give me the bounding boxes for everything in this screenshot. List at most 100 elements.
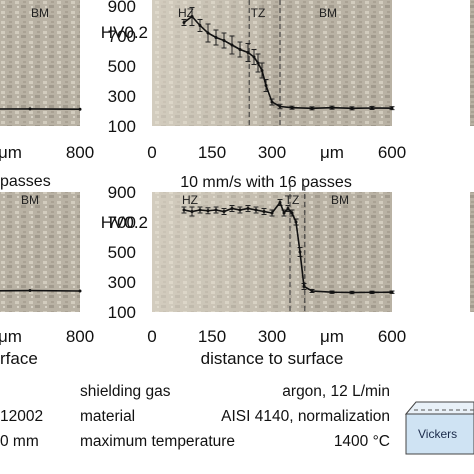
title-fragment-top-left: passes — [0, 173, 51, 190]
zone-label: BM — [31, 6, 49, 20]
data-point — [256, 61, 260, 65]
data-point — [198, 208, 202, 212]
y-tick-label: 300 — [108, 273, 136, 292]
data-point — [230, 207, 234, 210]
data-point — [198, 24, 202, 27]
data-point — [246, 51, 250, 54]
y-tick-label: 900 — [108, 0, 136, 16]
info-prefix: 12002 — [0, 408, 43, 425]
micrograph-background — [0, 192, 80, 312]
y-tick-label: 100 — [108, 303, 136, 322]
info-key: material — [80, 408, 135, 425]
micrograph-background-right-top — [470, 0, 474, 126]
micrograph-background-right-bottom — [470, 192, 474, 312]
x-tick-label: 300 — [258, 327, 286, 346]
data-point — [286, 207, 290, 210]
data-point — [330, 290, 334, 294]
micrograph-background — [0, 0, 80, 126]
data-point — [260, 69, 264, 72]
zone-label: BM — [331, 193, 349, 207]
y-axis-label: HV0.2 — [101, 213, 148, 232]
x-tick-label: 600 — [378, 143, 406, 162]
chart-bottom-left: BM μm 800 — [0, 192, 94, 346]
info-value: 1400 °C — [334, 433, 390, 450]
data-point — [302, 285, 306, 288]
data-point — [290, 211, 294, 215]
data-point — [222, 210, 226, 213]
zone-label: TZ — [285, 193, 300, 207]
data-point — [214, 208, 218, 212]
data-point — [370, 106, 374, 110]
y-tick-label: 700 — [108, 27, 136, 46]
specimen-top-face — [404, 401, 474, 415]
data-point — [254, 208, 258, 212]
info-prefix: 0 mm — [0, 433, 39, 450]
data-point — [230, 43, 234, 47]
data-point — [222, 39, 226, 42]
data-point — [390, 290, 394, 294]
data-point — [278, 105, 282, 108]
data-point — [270, 100, 274, 104]
hardness-line — [0, 289, 81, 292]
hardened-zone-overlay — [152, 0, 262, 126]
data-point — [282, 211, 286, 215]
data-point — [190, 15, 194, 18]
data-point — [370, 290, 374, 294]
x-tick-label: 150 — [198, 143, 226, 162]
data-point — [214, 36, 218, 39]
data-point — [264, 84, 268, 87]
data-point — [182, 208, 186, 212]
data-point — [270, 211, 274, 215]
info-key: maximum temperature — [80, 433, 235, 450]
data-point — [262, 210, 266, 213]
xlabel-fragment-bottom-left: rface — [0, 349, 38, 368]
y-axis-label: HV0.2 — [101, 23, 148, 42]
data-point — [330, 106, 334, 110]
zone-label: TZ — [251, 6, 266, 20]
x-tick-label: μm — [320, 327, 344, 346]
data-point — [206, 209, 210, 213]
hardness-line — [0, 108, 81, 110]
vickers-schematic: Vickers — [404, 401, 474, 455]
zone-label: HZ — [178, 6, 194, 20]
chart-top-middle: HZ TZ BM 0 150 300 μm 600 900 700 500 300 100 HV0.2 — [101, 0, 406, 162]
data-point — [350, 291, 354, 294]
data-point — [182, 21, 186, 24]
chart-bottom-middle: HZ TZ BM 0 150 300 μm 600 900 700 500 300 100 HV0.2… — [101, 174, 406, 368]
x-tick-label: μm — [0, 327, 22, 346]
data-point — [390, 106, 394, 110]
specimen-front-face — [405, 413, 474, 455]
zone-label: HZ — [182, 193, 198, 207]
info-value: AISI 4140, normalization — [221, 408, 390, 425]
data-point — [78, 107, 82, 111]
data-point — [28, 289, 32, 293]
x-tick-label: μm — [320, 143, 344, 162]
data-point — [350, 106, 354, 110]
process-info-table: shielding gas argon, 12 L/min 12002 mate… — [0, 383, 390, 450]
data-point — [278, 201, 282, 204]
x-tick-label: 600 — [378, 327, 406, 346]
data-point — [298, 250, 302, 254]
info-value: argon, 12 L/min — [282, 383, 390, 400]
data-point — [28, 107, 32, 111]
y-tick-label: 700 — [108, 213, 136, 232]
data-point — [238, 208, 242, 212]
x-tick-label: 150 — [198, 327, 226, 346]
vickers-label: Vickers — [418, 427, 457, 441]
data-point — [78, 289, 82, 293]
x-axis-label: distance to surface — [201, 349, 344, 368]
data-point — [252, 55, 256, 59]
data-point — [310, 289, 314, 293]
data-point — [246, 207, 250, 210]
y-tick-label: 100 — [108, 117, 136, 136]
y-tick-label: 300 — [108, 87, 136, 106]
x-tick-label: 800 — [66, 327, 94, 346]
x-tick-label: 800 — [66, 143, 94, 162]
y-tick-label: 500 — [108, 57, 136, 76]
x-tick-label: μm — [0, 143, 22, 162]
info-key: shielding gas — [80, 383, 171, 400]
data-point — [190, 210, 194, 213]
y-tick-label: 500 — [108, 243, 136, 262]
data-point — [238, 48, 242, 51]
